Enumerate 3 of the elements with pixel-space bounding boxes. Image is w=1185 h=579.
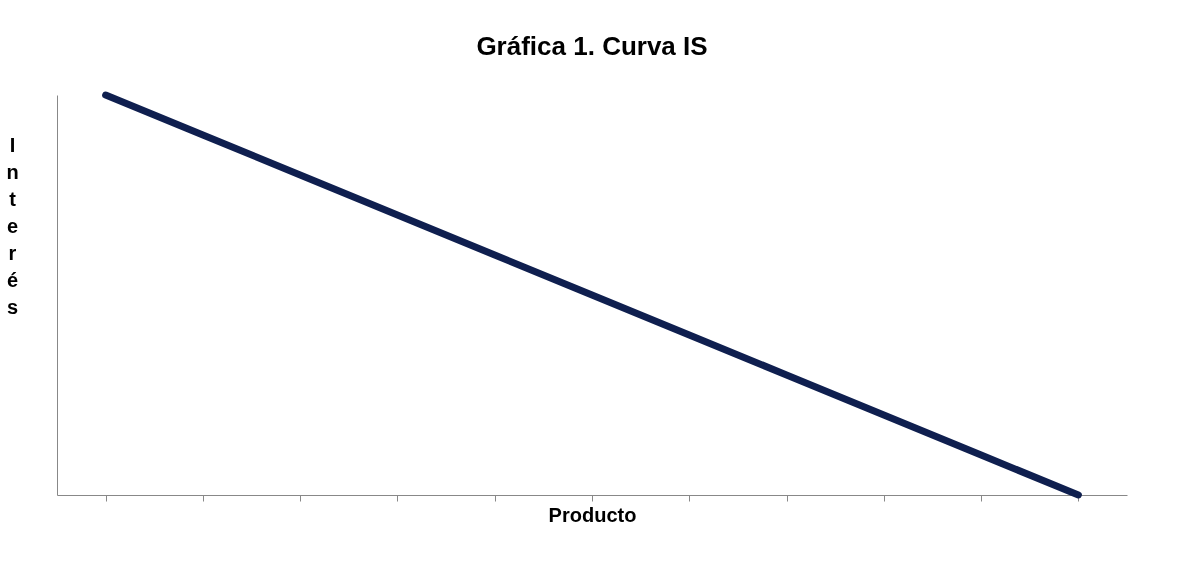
x-axis-title: Producto — [548, 504, 637, 526]
y-axis-title: Interés — [6, 133, 19, 318]
chart-title: Gráfica 1. Curva IS — [476, 31, 708, 61]
